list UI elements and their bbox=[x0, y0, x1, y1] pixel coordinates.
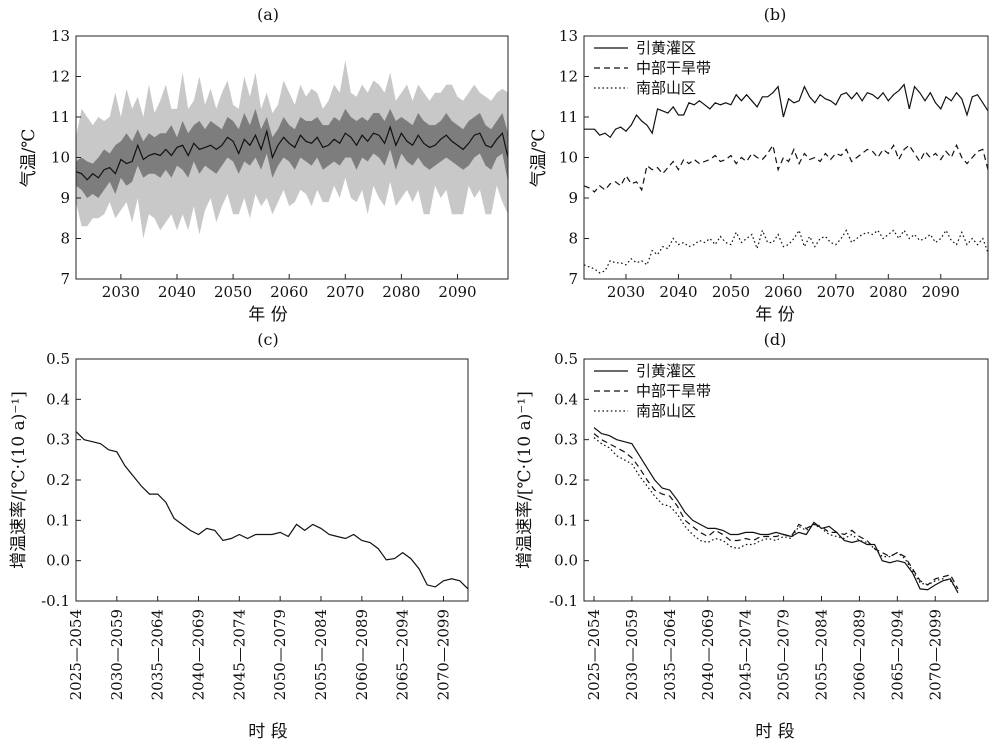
panel-c-ytick-label: 0.0 bbox=[46, 552, 70, 570]
panel-c-plot-area: -0.1 0.0 0.1 0.2 0.3 0.4 0.5 2025—2054 2030—2059… bbox=[41, 350, 469, 700]
panel-d-xtick-label: 2035—2064 bbox=[661, 609, 679, 700]
panel-d-xtick-label: 2045—2074 bbox=[737, 609, 755, 700]
panel-b-ytick-label: 10 bbox=[559, 149, 578, 167]
panel-c-ytick-label: 0.4 bbox=[46, 390, 70, 408]
panel-b-xtick-label: 2070 bbox=[817, 283, 855, 301]
panel-d-legend-label-1: 引黄灌区 bbox=[636, 362, 696, 380]
panel-a-label: (a) bbox=[257, 5, 279, 24]
panel-c-ylabel: 增温速率/[℃·(10 a)⁻¹] bbox=[9, 391, 29, 569]
panel-d-series-3 bbox=[593, 437, 959, 592]
panel-b-series-3 bbox=[583, 228, 989, 274]
panel-b-ylabel: 气温/℃ bbox=[529, 129, 549, 188]
panel-c-xlabel: 时 段 bbox=[248, 722, 287, 742]
panel-c: (c) -0.1 0.0 0.1 0.2 0.3 0.4 0.5 2025—2054 2030—… bbox=[9, 330, 469, 742]
panel-d-xtick-label: 2065—2094 bbox=[888, 609, 906, 700]
panel-d-ytick-label: -0.1 bbox=[549, 592, 578, 610]
panel-d-xtick-label: 2040—2069 bbox=[699, 609, 717, 700]
panel-a-xtick-label: 2060 bbox=[270, 283, 308, 301]
panel-a-ytick-label: 12 bbox=[51, 68, 70, 86]
panel-a-inner-band bbox=[76, 108, 508, 198]
panel-b-ytick-label: 7 bbox=[568, 270, 578, 288]
panel-d: (d) -0.1 0.0 0.1 0.2 0.3 0.4 0.5 2025—2054 2030—… bbox=[515, 330, 989, 742]
panel-d-ytick-label: 0.0 bbox=[554, 552, 578, 570]
panel-c-ytick-label: 0.1 bbox=[46, 511, 70, 529]
panel-a-xtick-label: 2030 bbox=[102, 283, 140, 301]
panel-c-label: (c) bbox=[257, 330, 278, 349]
panel-a-xtick-label: 2090 bbox=[438, 283, 476, 301]
panel-d-xtick-label: 2070—2099 bbox=[926, 609, 944, 700]
panel-c-frame bbox=[75, 358, 469, 602]
panel-c-xtick-label: 2050—2079 bbox=[271, 609, 289, 700]
panel-b-legend-label-2: 中部干旱带 bbox=[636, 59, 711, 77]
panel-a-xtick-label: 2080 bbox=[382, 283, 420, 301]
panel-c-xtick-label: 2030—2059 bbox=[108, 609, 126, 700]
panel-c-xtick-label: 2035—2064 bbox=[149, 609, 167, 700]
panel-d-ylabel: 增温速率/[℃·(10 a)⁻¹] bbox=[515, 391, 535, 569]
panel-d-series-1 bbox=[593, 427, 959, 594]
panel-a-xtick-label: 2070 bbox=[326, 283, 364, 301]
panel-c-xtick-label: 2065—2094 bbox=[394, 609, 412, 700]
panel-d-series-2 bbox=[593, 433, 959, 590]
panel-d-xtick-label: 2055—2084 bbox=[813, 609, 831, 700]
panel-c-xtick-label: 2025—2054 bbox=[67, 609, 85, 700]
panel-c-xtick-label: 2060—2089 bbox=[353, 609, 371, 700]
panel-a-ylabel: 气温/℃ bbox=[19, 129, 39, 188]
panel-d-xtick-label: 2050—2079 bbox=[775, 609, 793, 700]
panel-d-label: (d) bbox=[764, 330, 787, 349]
panel-b-xtick-label: 2050 bbox=[712, 283, 750, 301]
panel-d-plot-area: -0.1 0.0 0.1 0.2 0.3 0.4 0.5 2025—2054 2030—2059… bbox=[549, 350, 989, 700]
panel-b-ytick-label: 8 bbox=[568, 230, 578, 248]
panel-a-xtick-label: 2040 bbox=[158, 283, 196, 301]
panel-a-ytick-label: 9 bbox=[60, 189, 70, 207]
panel-d-ytick-label: 0.3 bbox=[554, 431, 578, 449]
panel-a-mean-line bbox=[75, 125, 509, 181]
panel-b-xtick-label: 2040 bbox=[659, 283, 697, 301]
panel-c-rate-line bbox=[75, 431, 469, 590]
panel-d-ytick-label: 0.2 bbox=[554, 471, 578, 489]
panel-a-xlabel: 年 份 bbox=[248, 305, 287, 325]
panel-b-ytick-label: 12 bbox=[559, 68, 578, 86]
panel-d-ytick-label: 0.5 bbox=[554, 350, 578, 368]
panel-d-legend-label-3: 南部山区 bbox=[636, 402, 696, 420]
panel-a-xtick-label: 2050 bbox=[214, 283, 252, 301]
panel-b-xlabel: 年 份 bbox=[755, 305, 794, 325]
panel-d-xlabel: 时 段 bbox=[755, 722, 794, 742]
panel-b-ytick-label: 11 bbox=[559, 108, 578, 126]
panel-c-ytick-label: 0.3 bbox=[46, 431, 70, 449]
panel-c-xtick-label: 2045—2074 bbox=[230, 609, 248, 700]
panel-c-xtick-label: 2070—2099 bbox=[435, 609, 453, 700]
panel-b-legend-label-1: 引黄灌区 bbox=[636, 39, 696, 57]
panel-b-plot-area: 7 8 9 10 11 12 13 2030 2040 2050 2060 2070 2080 2090 引… bbox=[559, 27, 989, 301]
panel-b-label: (b) bbox=[764, 5, 787, 24]
panel-a-ytick-label: 11 bbox=[51, 108, 70, 126]
panel-a-ytick-label: 7 bbox=[60, 270, 70, 288]
panel-b-ytick-label: 13 bbox=[559, 27, 578, 45]
panel-c-ytick-label: -0.1 bbox=[41, 592, 70, 610]
panel-d-legend-label-2: 中部干旱带 bbox=[636, 382, 711, 400]
panel-b-xtick-label: 2030 bbox=[607, 283, 645, 301]
panel-a: (a) 7 8 9 10 11 12 13 2030 2040 2050 2060 2070 2080 2… bbox=[19, 5, 509, 325]
panel-c-xtick-label: 2055—2084 bbox=[312, 609, 330, 700]
panel-a-ytick-label: 8 bbox=[60, 230, 70, 248]
panel-c-ytick-label: 0.2 bbox=[46, 471, 70, 489]
panel-b-series-1 bbox=[584, 83, 989, 139]
panel-a-ytick-label: 10 bbox=[51, 149, 70, 167]
panel-d-ytick-label: 0.1 bbox=[554, 511, 578, 529]
panel-b-xtick-label: 2080 bbox=[869, 283, 907, 301]
panel-d-xtick-label: 2060—2089 bbox=[850, 609, 868, 700]
panel-c-xtick-label: 2040—2069 bbox=[190, 609, 208, 700]
panel-d-xtick-label: 2030—2059 bbox=[623, 609, 641, 700]
panel-b-xtick-label: 2090 bbox=[922, 283, 960, 301]
panel-d-xtick-label: 2025—2054 bbox=[585, 609, 603, 700]
panel-a-ytick-label: 13 bbox=[51, 27, 70, 45]
panel-d-ytick-label: 0.4 bbox=[554, 390, 578, 408]
panel-b-legend-label-3: 南部山区 bbox=[636, 79, 696, 97]
panel-c-ytick-label: 0.5 bbox=[46, 350, 70, 368]
panel-b-series-2 bbox=[583, 143, 989, 193]
panel-a-plot-area: 7 8 9 10 11 12 13 2030 2040 2050 2060 2070 2080 2090 bbox=[51, 27, 509, 301]
panel-b-xtick-label: 2060 bbox=[764, 283, 802, 301]
panel-b: (b) 7 8 9 10 11 12 13 2030 2040 2050 2060 2070 2080 2… bbox=[529, 5, 989, 325]
panel-b-ytick-label: 9 bbox=[568, 189, 578, 207]
